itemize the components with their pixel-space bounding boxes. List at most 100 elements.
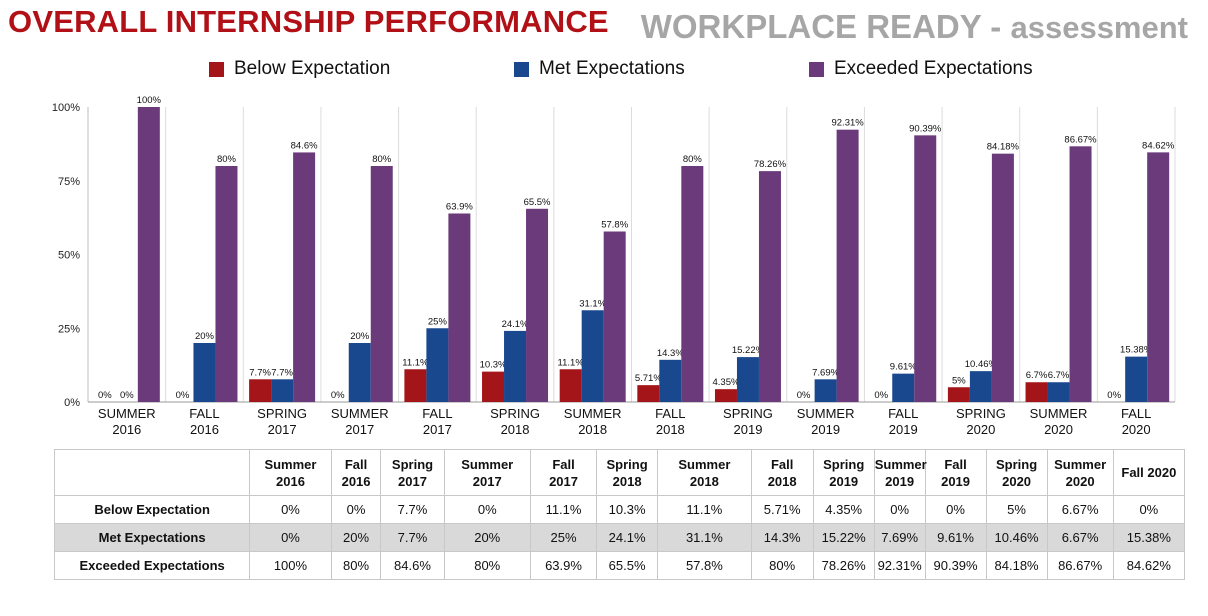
- x-tick-label: FALL: [1121, 406, 1151, 421]
- x-tick-label: SPRING: [490, 406, 540, 421]
- x-tick-label: FALL: [888, 406, 918, 421]
- table-cell: 10.3%: [596, 495, 659, 524]
- table-cell: 5%: [985, 495, 1048, 524]
- legend-swatch-met: [514, 61, 529, 77]
- table-column-header: Fall 2016: [330, 449, 382, 496]
- x-tick-label: 2020: [966, 422, 995, 437]
- table-cell: 90.39%: [924, 551, 987, 580]
- x-tick-label: 2016: [112, 422, 141, 437]
- data-table: Summer 2016 Fall 2016 Spring 2017 Summer 2017 Fa…: [53, 449, 1186, 580]
- table-cell: 31.1%: [657, 523, 752, 552]
- chart-legend: Below Expectation Met Expectations Excee…: [0, 58, 1208, 82]
- bar-below: [249, 379, 272, 402]
- bar-below: [714, 389, 737, 402]
- x-tick-label: SPRING: [257, 406, 307, 421]
- table-cell: 84.18%: [985, 551, 1048, 580]
- data-label-below: 0%: [874, 390, 888, 401]
- x-tick-label: SPRING: [956, 406, 1006, 421]
- table-cell: 78.26%: [812, 551, 875, 580]
- y-tick-label: 75%: [58, 176, 80, 188]
- x-tick-label: 2020: [1044, 422, 1073, 437]
- table-column-header: Spring 2019: [812, 449, 875, 496]
- bar-below: [559, 369, 582, 402]
- bar-exceeded: [991, 153, 1014, 402]
- data-label-below: 5%: [952, 375, 966, 386]
- data-label-exceeded: 84.62%: [1142, 140, 1175, 151]
- x-tick-label: SUMMER: [797, 406, 855, 421]
- table-cell: 24.1%: [596, 523, 659, 552]
- data-label-met: 31.1%: [579, 298, 606, 309]
- data-label-met: 14.3%: [657, 348, 684, 359]
- x-tick-label: 2017: [345, 422, 374, 437]
- table-cell: 11.1%: [657, 495, 752, 524]
- data-label-met: 10.46%: [965, 359, 998, 370]
- y-tick-label: 0%: [64, 397, 80, 409]
- table-cell: 7.69%: [873, 523, 926, 552]
- data-label-met: 25%: [428, 316, 448, 327]
- bar-below: [404, 369, 427, 402]
- data-label-exceeded: 80%: [372, 154, 392, 165]
- x-tick-label: 2016: [190, 422, 219, 437]
- data-label-met: 20%: [195, 331, 215, 342]
- x-tick-label: SUMMER: [564, 406, 622, 421]
- bar-met: [193, 343, 216, 402]
- data-label-met: 9.61%: [890, 362, 917, 373]
- bar-met: [1047, 382, 1070, 402]
- table-cell: 65.5%: [596, 551, 659, 580]
- data-label-met: 0%: [120, 390, 134, 401]
- table-cell: 0%: [330, 495, 382, 524]
- data-label-exceeded: 65.5%: [524, 197, 551, 208]
- table-row: Met Expectations 0% 20% 7.7% 20% 25% 24.1% 31.1…: [53, 523, 1186, 552]
- table-column-header: Fall 2018: [750, 449, 814, 496]
- data-label-below: 0%: [331, 390, 345, 401]
- table-column-header: Spring 2017: [380, 449, 445, 496]
- x-tick-label: 2020: [1122, 422, 1151, 437]
- table-header-row: Summer 2016 Fall 2016 Spring 2017 Summer 2017 Fa…: [53, 449, 1186, 496]
- table-cell: 11.1%: [529, 495, 598, 524]
- table-cell: 20%: [443, 523, 531, 552]
- table-cell: 84.62%: [1112, 551, 1186, 580]
- table-cell: 80%: [330, 551, 382, 580]
- table-cell: 0%: [924, 495, 987, 524]
- bar-met: [969, 371, 992, 402]
- table-cell: 57.8%: [657, 551, 752, 580]
- bar-exceeded: [448, 213, 471, 402]
- table-cell: 25%: [529, 523, 598, 552]
- table-cell: 0%: [1112, 495, 1186, 524]
- data-label-met: 15.22%: [732, 345, 765, 356]
- table-column-header: Fall 2020: [1112, 449, 1186, 496]
- table-column-header: Summer 2017: [443, 449, 531, 496]
- data-label-exceeded: 86.67%: [1064, 134, 1097, 145]
- table-cell: 6.67%: [1046, 523, 1114, 552]
- table-column-header: Summer 2018: [657, 449, 752, 496]
- x-tick-label: 2017: [423, 422, 452, 437]
- table-cell: 7.7%: [380, 523, 445, 552]
- table-cell: 15.22%: [812, 523, 875, 552]
- x-tick-label: SUMMER: [331, 406, 389, 421]
- legend-item-met: Met Expectations: [514, 58, 685, 80]
- table-cell: 4.35%: [812, 495, 875, 524]
- data-label-exceeded: 57.8%: [601, 219, 628, 230]
- table-cell: 14.3%: [750, 523, 814, 552]
- table-cell: 5.71%: [750, 495, 814, 524]
- bar-exceeded: [758, 171, 781, 402]
- bar-met: [271, 379, 294, 402]
- x-tick-label: 2018: [578, 422, 607, 437]
- bar-below: [637, 385, 660, 402]
- data-label-below: 4.35%: [712, 377, 739, 388]
- table-cell: 92.31%: [873, 551, 926, 580]
- data-label-met: 7.69%: [812, 367, 839, 378]
- bar-met: [426, 328, 449, 402]
- x-tick-label: 2018: [656, 422, 685, 437]
- data-label-met: 20%: [350, 331, 370, 342]
- data-label-met: 7.7%: [271, 367, 293, 378]
- x-tick-label: 2019: [734, 422, 763, 437]
- legend-label-exceeded: Exceeded Expectations: [834, 58, 1033, 79]
- x-tick-label: 2018: [501, 422, 530, 437]
- bar-met: [659, 359, 682, 402]
- y-tick-label: 100%: [52, 102, 80, 114]
- data-label-exceeded: 78.26%: [754, 159, 787, 170]
- bar-met: [1125, 356, 1148, 402]
- table-cell: 7.7%: [380, 495, 445, 524]
- bar-met: [814, 379, 837, 402]
